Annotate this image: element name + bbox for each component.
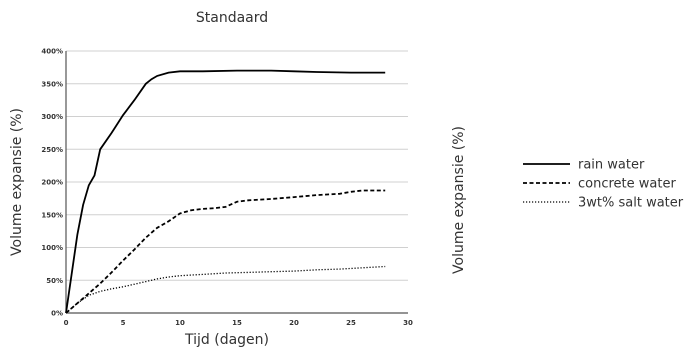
right-y-axis-label: Volume expansie (%) [451, 126, 467, 274]
legend-label: rain water [578, 158, 645, 173]
x-tick-label: 25 [346, 319, 356, 327]
y-tick-label: 50% [46, 277, 63, 285]
axes [65, 51, 408, 314]
y-tick-label: 150% [41, 211, 63, 219]
y-tick-label: 350% [41, 80, 63, 88]
series-line-concrete-water [65, 189, 386, 314]
y-tick-label: 100% [41, 244, 63, 252]
x-tick-label: 15 [232, 319, 242, 327]
x-tick-label: 5 [121, 319, 126, 327]
y-tick-labels: 0% 50% 100% 150% 200% 250% 300% 350% 400% [41, 48, 63, 318]
legend-label: 3wt% salt water [578, 196, 684, 211]
y-tick-label: 0% [51, 310, 63, 318]
y-tick-label: 300% [41, 113, 63, 121]
series-line-3wt-salt-water [65, 265, 386, 314]
legend-label: concrete water [578, 177, 676, 192]
x-tick-label: 30 [403, 319, 413, 327]
y-tick-label: 200% [41, 179, 63, 187]
x-tick-label: 10 [175, 319, 185, 327]
series-line-rain-water [65, 69, 386, 314]
y-tick-label: 250% [41, 146, 63, 154]
x-tick-label: 0 [64, 319, 69, 327]
series-lines [65, 69, 386, 314]
x-tick-labels: 0 5 10 15 20 25 30 [64, 319, 413, 327]
chart-title: Standaard [196, 10, 268, 26]
x-axis-label: Tijd (dagen) [184, 332, 269, 348]
y-tick-label: 400% [41, 48, 63, 56]
x-tick-label: 20 [289, 319, 299, 327]
legend: rain water concrete water 3wt% salt water [523, 158, 684, 211]
gridlines [66, 50, 408, 281]
y-axis-label: Volume expansie (%) [9, 108, 25, 256]
